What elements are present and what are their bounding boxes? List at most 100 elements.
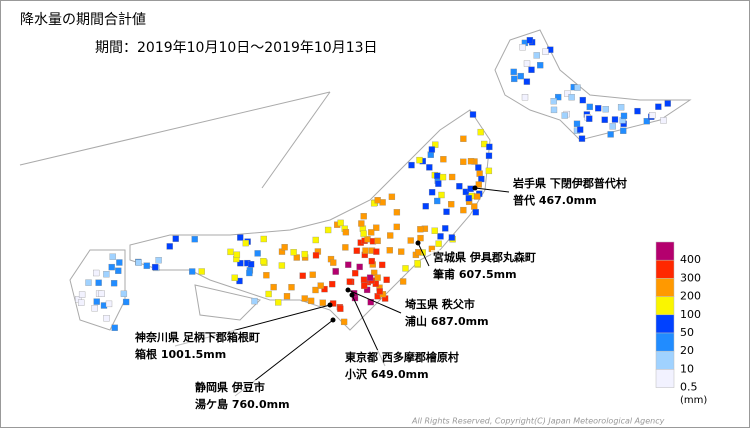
station: [103, 315, 110, 322]
station: [620, 127, 627, 134]
station: [550, 98, 557, 105]
station: [263, 272, 270, 279]
station: [537, 62, 544, 69]
station: [573, 120, 581, 127]
station: [342, 244, 349, 251]
station: [312, 236, 319, 244]
station: [283, 293, 291, 300]
station: [368, 229, 375, 236]
station: [260, 258, 267, 265]
legend-label: 400: [680, 253, 701, 266]
station: [643, 118, 650, 125]
station: [439, 173, 447, 181]
station: [486, 143, 493, 151]
station: [601, 116, 608, 123]
station: [265, 290, 272, 298]
station: [655, 103, 662, 110]
annotation-place: 宮城県 伊具郡丸森町: [433, 250, 536, 264]
station: [427, 151, 434, 158]
annotation-place: 静岡県 伊豆市: [195, 380, 265, 394]
annotation-place: 岩手県 下閉伊郡普代村: [512, 176, 627, 190]
station: [443, 208, 450, 215]
station: [475, 164, 482, 171]
station: [511, 75, 518, 83]
station: [360, 276, 368, 283]
station: [438, 191, 445, 199]
annotation-place: 神奈川県 足柄下郡箱根町: [135, 330, 260, 344]
station: [233, 251, 241, 258]
site-marker: [472, 185, 478, 191]
station: [321, 285, 328, 293]
station: [198, 268, 205, 275]
legend-unit: (mm): [680, 395, 707, 406]
station: [312, 252, 320, 259]
station: [521, 94, 529, 101]
site-marker: [345, 287, 351, 293]
station: [111, 324, 118, 331]
station: [517, 72, 524, 80]
site-marker: [330, 317, 336, 323]
legend-swatch: [655, 350, 675, 370]
station: [189, 268, 196, 275]
legend-label: 200: [680, 290, 701, 303]
station: [408, 161, 415, 169]
station: [93, 269, 100, 277]
station: [414, 260, 421, 267]
station: [116, 259, 123, 266]
station: [611, 116, 619, 123]
legend-label: 10: [680, 362, 694, 375]
station: [510, 68, 517, 76]
station: [372, 280, 379, 287]
legend-swatch: [655, 369, 675, 388]
station: [143, 262, 150, 269]
station: [586, 103, 593, 111]
station: [467, 158, 475, 165]
station: [371, 269, 378, 277]
station: [247, 261, 255, 268]
label-bg: [403, 297, 553, 331]
station: [542, 48, 549, 55]
station: [374, 197, 381, 204]
station: [448, 173, 456, 181]
station: [120, 290, 128, 297]
station: [231, 274, 238, 281]
legend-label: 0.5: [680, 381, 698, 394]
legend-label: 100: [680, 308, 701, 321]
station: [475, 181, 482, 188]
station: [337, 305, 344, 312]
station: [105, 300, 113, 308]
station: [367, 298, 374, 306]
station: [78, 291, 86, 298]
station: [442, 225, 449, 232]
station: [227, 248, 234, 256]
period: 期間：2019年10月10日～2019年10月13日: [95, 40, 378, 56]
legend-swatch: [655, 332, 675, 352]
label-bg: [431, 250, 581, 284]
station: [364, 236, 371, 243]
station: [109, 253, 116, 260]
station: [528, 66, 535, 73]
station: [254, 250, 261, 257]
annotation-amount: 筆甫 607.5mm: [433, 267, 517, 281]
station: [550, 106, 558, 114]
station: [352, 270, 359, 277]
station: [435, 180, 442, 187]
station: [278, 262, 286, 269]
station: [237, 260, 244, 267]
station: [577, 126, 584, 133]
station: [340, 318, 348, 326]
station: [374, 274, 381, 281]
station: [309, 271, 316, 278]
site-marker: [415, 240, 421, 246]
station: [428, 146, 436, 153]
station: [568, 94, 575, 101]
station: [448, 201, 455, 208]
station: [398, 248, 405, 255]
station: [416, 156, 423, 164]
station: [649, 112, 656, 119]
station: [93, 298, 100, 305]
station: [281, 244, 288, 251]
station: [383, 276, 390, 283]
annotation-amount: 浦山 687.0mm: [405, 314, 489, 328]
